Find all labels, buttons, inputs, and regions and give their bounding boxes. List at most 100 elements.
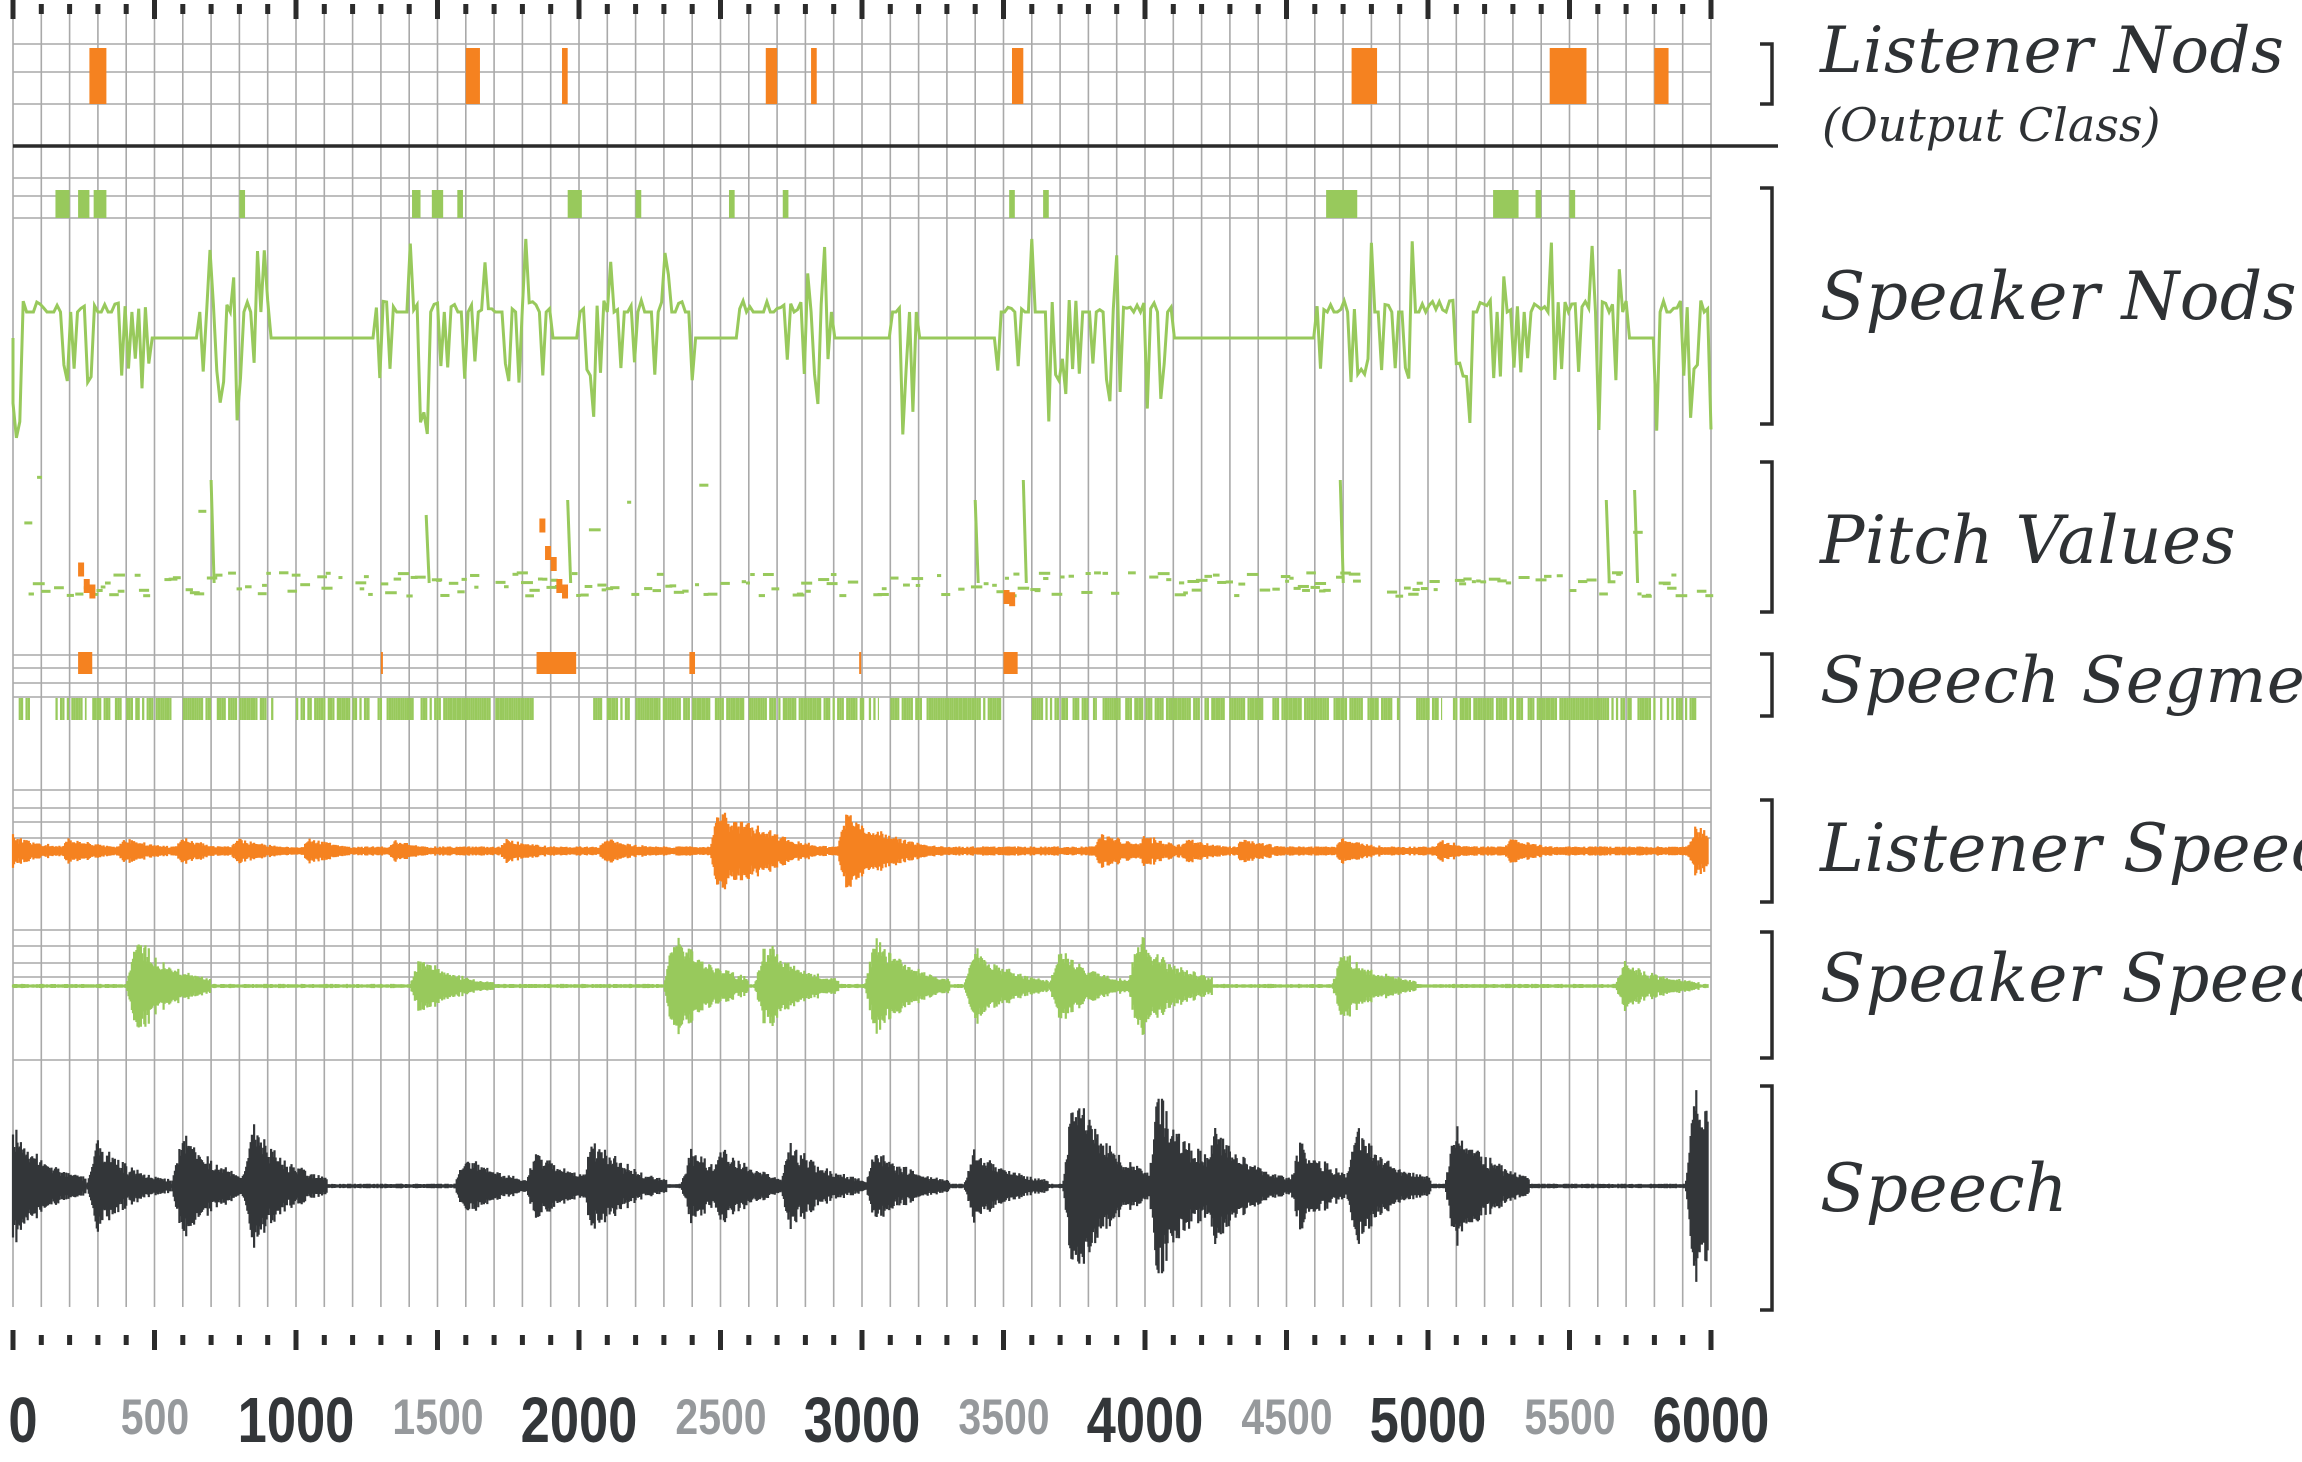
- speaker-segment: [1486, 698, 1490, 720]
- speaker-segment: [1174, 698, 1178, 720]
- speaker-segment: [1129, 698, 1132, 720]
- speaker-segment: [1061, 698, 1064, 720]
- top-tick: [1114, 4, 1120, 14]
- pitch-point: [1403, 586, 1411, 590]
- speaker-segment: [520, 698, 523, 720]
- bottom-tick: [1114, 1335, 1120, 1345]
- top-tick: [95, 4, 101, 14]
- speaker-segment: [846, 698, 849, 720]
- speaker-segment: [823, 698, 826, 720]
- speaker-segment: [1150, 698, 1153, 720]
- pitch-point: [109, 593, 119, 597]
- speaker-segment: [848, 698, 851, 720]
- x-tick-label: 5000: [1369, 1384, 1487, 1456]
- bottom-tick: [1538, 1335, 1544, 1345]
- speaker-nod-event: [93, 190, 107, 218]
- pitch-point-listener: [545, 546, 552, 560]
- speaker-segment: [816, 698, 819, 720]
- listener-nod-event: [1654, 48, 1669, 104]
- top-tick: [1397, 4, 1403, 14]
- speaker-segment: [667, 698, 670, 720]
- pitch-point: [890, 576, 899, 580]
- speaker-segment: [996, 698, 999, 720]
- speaker-segment: [137, 698, 140, 720]
- speaker-segment: [1550, 698, 1553, 720]
- speaker-segment: [1145, 698, 1148, 720]
- listener-segment: [1003, 652, 1018, 674]
- speaker-segment: [917, 698, 920, 720]
- pitch-point: [610, 586, 620, 590]
- speaker-segment: [504, 698, 507, 720]
- speaker-segment: [1261, 698, 1264, 720]
- speaker-segment: [1034, 698, 1037, 720]
- speaker-segment: [309, 698, 312, 720]
- bottom-tick: [1170, 1335, 1176, 1345]
- speaker-segment: [1092, 698, 1096, 720]
- speaker-segment: [703, 698, 706, 720]
- speaker-segment: [1179, 698, 1182, 720]
- speaker-segment: [1694, 698, 1697, 720]
- top-tick: [1680, 4, 1686, 14]
- speaker-nod-event: [1535, 190, 1542, 218]
- speaker-segment: [839, 698, 842, 720]
- speaker-segment: [1283, 698, 1286, 720]
- pitch-point: [826, 582, 838, 586]
- speaker-segment: [599, 698, 603, 720]
- bottom-tick: [661, 1335, 667, 1345]
- bottom-tick: [236, 1335, 242, 1345]
- top-tick: [1651, 4, 1657, 14]
- speaker-segment: [391, 698, 394, 720]
- speaker-segment: [1036, 698, 1039, 720]
- pitch-point: [546, 585, 558, 589]
- pitch-point-listener: [1009, 592, 1016, 607]
- speaker-segment: [196, 698, 199, 720]
- speaker-segment: [1588, 698, 1592, 720]
- speaker-segment: [1552, 698, 1555, 720]
- speaker-segment: [239, 698, 242, 720]
- speaker-segment: [1290, 698, 1293, 720]
- speaker-segment: [989, 698, 993, 720]
- pitch-point: [1454, 578, 1465, 582]
- speaker-segment: [926, 698, 929, 720]
- speaker-segment: [655, 698, 659, 720]
- bottom-tick: [321, 1335, 327, 1345]
- speaker-segment: [216, 698, 220, 720]
- speaker-segment: [114, 698, 118, 720]
- speaker-segment: [1561, 698, 1564, 720]
- speaker-segment: [1229, 698, 1232, 720]
- pitch-point: [682, 589, 689, 593]
- pitch-point-listener: [556, 579, 563, 593]
- pitch-point: [368, 592, 373, 596]
- pitch-point: [1081, 590, 1093, 594]
- speaker-segment: [1383, 698, 1386, 720]
- speaker-segment: [637, 698, 641, 720]
- speaker-segment: [105, 698, 109, 720]
- speaker-segment: [400, 698, 403, 720]
- speaker-segment: [1529, 698, 1533, 720]
- pitch-point: [665, 584, 673, 588]
- pitch-point: [605, 587, 614, 591]
- pitch-point: [1408, 592, 1419, 596]
- listener-nod-event: [465, 48, 480, 104]
- pitch-point: [1085, 572, 1091, 576]
- speaker-segment: [477, 698, 480, 720]
- pitch-point: [970, 585, 983, 589]
- speaker-segment: [255, 698, 258, 720]
- top-tick: [180, 4, 186, 14]
- speaker-nod-event: [457, 190, 463, 218]
- label-speaker-speech: Speaker Speech: [1820, 940, 2302, 1017]
- speaker-segment: [665, 698, 668, 720]
- bottom-tick: [1567, 1330, 1572, 1350]
- speaker-segment: [635, 698, 638, 720]
- speaker-segment: [479, 698, 482, 720]
- top-tick: [406, 4, 412, 14]
- speaker-segment: [818, 698, 822, 720]
- speaker-segment: [169, 698, 172, 720]
- speaker-segment: [769, 698, 772, 720]
- label-listener-speech: Listener Speech: [1820, 810, 2302, 887]
- speaker-segment: [671, 698, 675, 720]
- speaker-segment: [658, 698, 661, 720]
- speaker-segment: [243, 698, 247, 720]
- pitch-point: [100, 585, 106, 589]
- pitch-point: [300, 583, 311, 587]
